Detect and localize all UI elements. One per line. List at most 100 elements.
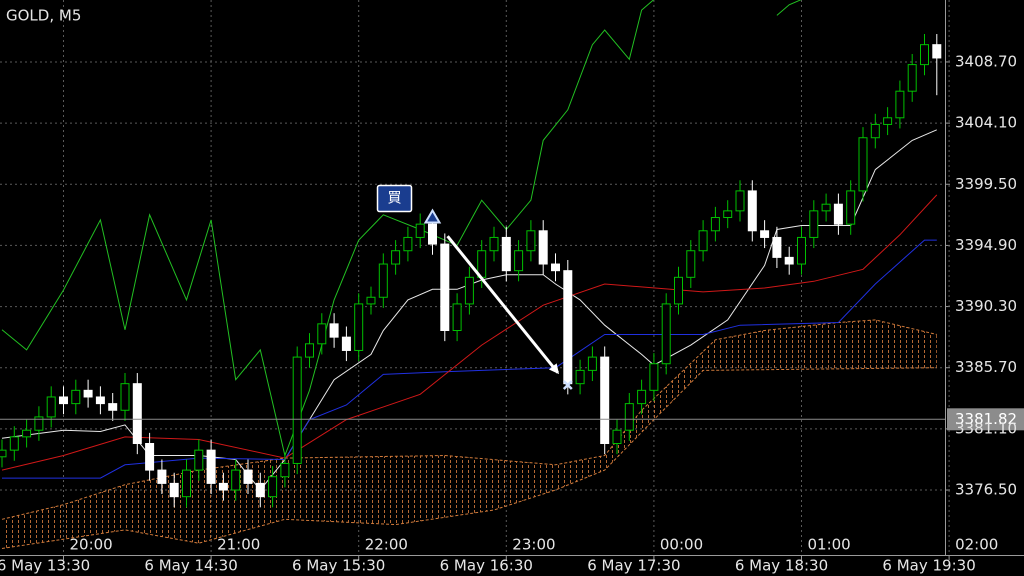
candle-body	[698, 230, 708, 252]
candle-body	[760, 230, 770, 238]
x-tick-time: 22:00	[365, 536, 408, 554]
indicator-line	[1, 0, 802, 458]
candle-body	[120, 383, 130, 411]
chart-title: GOLD, M5	[6, 7, 81, 25]
candle-body	[59, 396, 68, 405]
x-tick-time: 20:00	[70, 536, 113, 554]
candle-body	[378, 263, 388, 298]
candle-body	[428, 223, 437, 245]
candle-body	[920, 44, 929, 66]
candle-body	[22, 429, 32, 438]
candle-body	[464, 276, 474, 305]
x-tick-date: 6 May 18:30	[735, 557, 828, 575]
candle-body	[526, 230, 536, 252]
candle-body	[723, 210, 733, 218]
last-price-label: 3381.82	[955, 410, 1017, 428]
candle-body	[108, 403, 118, 411]
y-tick-label: 3390.30	[955, 297, 1017, 315]
candle-body	[0, 449, 7, 458]
candle-body	[182, 469, 191, 498]
candle-body	[649, 363, 659, 391]
candle-body	[305, 343, 314, 358]
candle-body	[415, 223, 425, 238]
candle-body	[637, 389, 647, 405]
candle-body	[833, 203, 843, 225]
y-tick-label: 3399.50	[955, 175, 1017, 193]
candle-body	[292, 356, 302, 464]
candle-body	[735, 190, 745, 212]
candle-body	[563, 270, 573, 385]
candle-body	[686, 250, 696, 278]
candle-body	[71, 389, 81, 405]
candle-body	[784, 256, 794, 265]
candle-body	[243, 469, 253, 484]
y-tick-label: 3385.70	[955, 358, 1017, 376]
candle-body	[674, 276, 683, 305]
candle-body	[9, 436, 19, 451]
candle-body	[895, 90, 905, 119]
candle-body	[403, 236, 413, 252]
candle-body	[551, 263, 560, 272]
candle-body	[231, 469, 241, 491]
candle-body	[797, 236, 806, 265]
candle-body	[34, 416, 44, 431]
candle-body	[366, 296, 376, 305]
candle-body	[661, 303, 671, 365]
candle-body	[870, 123, 880, 139]
candle-body	[255, 482, 265, 498]
x-tick-date: 6 May 16:30	[440, 557, 533, 575]
candle-body	[514, 250, 524, 272]
indicator-line	[1, 194, 938, 471]
candle-body	[341, 336, 351, 351]
candle-body	[883, 117, 893, 125]
candle-body	[772, 236, 782, 258]
candle-body	[95, 396, 105, 405]
candle-body	[587, 356, 597, 371]
candle-body	[157, 469, 167, 484]
y-tick-label: 3394.90	[955, 236, 1017, 254]
candle-body	[489, 236, 499, 252]
candle-body	[280, 462, 290, 478]
x-tick-time: 23:00	[512, 536, 555, 554]
trade-label: 買	[388, 190, 402, 206]
y-tick-label: 3408.70	[955, 52, 1017, 70]
exit-marker	[562, 380, 573, 390]
candle-body	[858, 137, 868, 192]
candle-body	[452, 303, 462, 332]
candle-body	[612, 429, 622, 445]
candle-body	[575, 369, 585, 385]
cloud-edge	[1, 319, 937, 520]
candle-body	[747, 190, 757, 232]
candle-body	[218, 482, 228, 491]
x-tick-time: 02:00	[955, 536, 998, 554]
indicator-line	[2, 239, 937, 479]
x-tick-time: 00:00	[660, 536, 703, 554]
candle-body	[538, 230, 548, 265]
candle-body	[46, 396, 56, 418]
x-tick-date: 6 May 17:30	[587, 557, 680, 575]
candle-body	[206, 449, 216, 484]
cloud-edge	[1, 367, 937, 549]
candle-body	[354, 303, 364, 351]
candle-body	[391, 250, 401, 265]
y-tick-label: 3404.10	[955, 114, 1017, 132]
x-tick-date: 6 May 15:30	[292, 557, 385, 575]
candle-body	[132, 383, 142, 445]
entry-marker	[423, 208, 442, 224]
candle-body	[809, 210, 819, 238]
candle-body	[440, 243, 450, 332]
candle-body	[932, 44, 942, 59]
trade-arrow	[446, 235, 560, 375]
x-tick-time: 21:00	[217, 536, 260, 554]
candle-body	[145, 443, 155, 471]
candle-body	[600, 356, 610, 445]
candle-body	[317, 323, 327, 345]
candle-body	[169, 482, 179, 498]
candle-body	[846, 190, 856, 225]
candle-body	[194, 449, 204, 471]
x-tick-date: 6 May 13:30	[0, 557, 90, 575]
trade-label-box	[376, 184, 413, 213]
candle-body	[821, 203, 831, 212]
candle-body	[907, 64, 917, 92]
